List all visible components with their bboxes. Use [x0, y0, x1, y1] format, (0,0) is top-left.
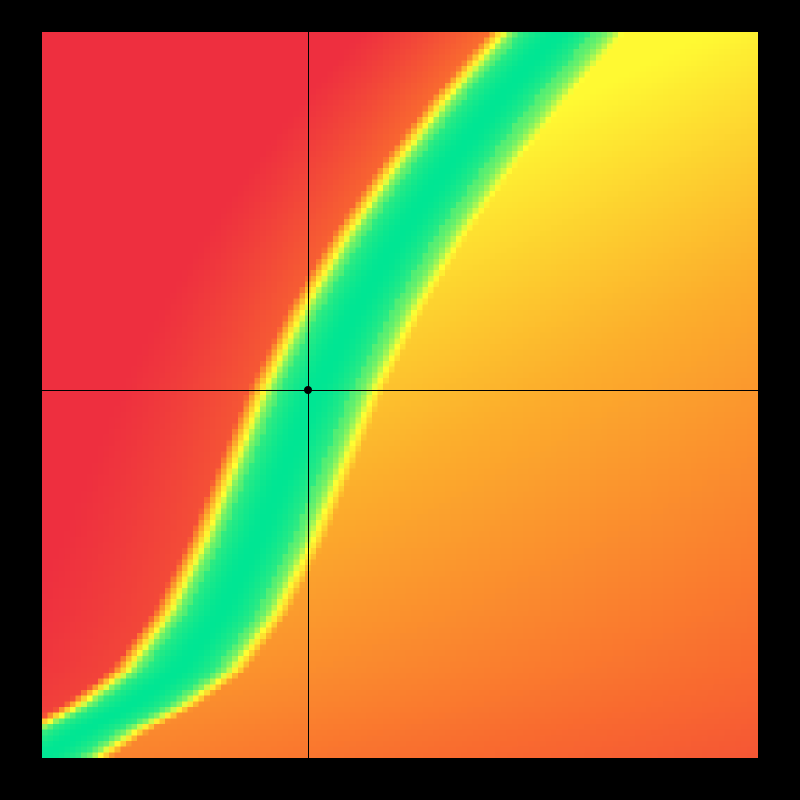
plot-area: [42, 32, 758, 758]
chart-container: TheBottleneck.com: [0, 0, 800, 800]
heatmap-canvas: [42, 32, 758, 758]
attribution-text: TheBottleneck.com: [594, 4, 788, 28]
